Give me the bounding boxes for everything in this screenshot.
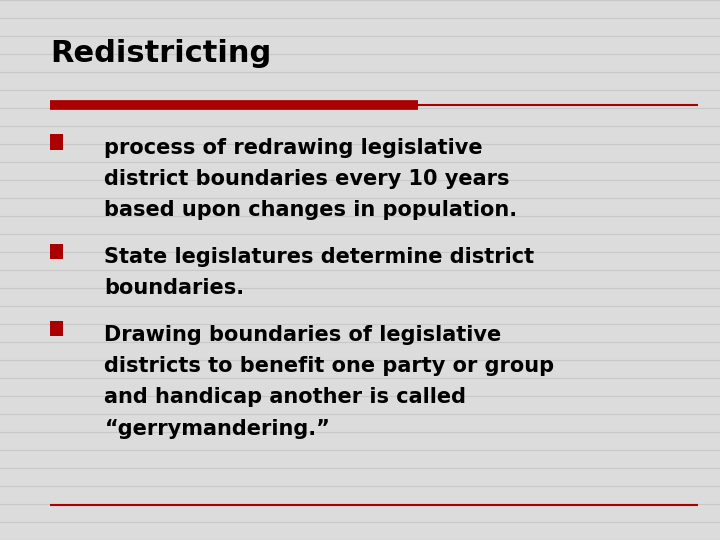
- Bar: [50, 244, 63, 259]
- Bar: [50, 134, 63, 150]
- Text: district boundaries every 10 years: district boundaries every 10 years: [104, 169, 510, 189]
- Text: State legislatures determine district: State legislatures determine district: [104, 247, 534, 267]
- Text: Redistricting: Redistricting: [50, 38, 271, 68]
- Text: boundaries.: boundaries.: [104, 278, 245, 298]
- Text: process of redrawing legislative: process of redrawing legislative: [104, 138, 483, 158]
- Text: based upon changes in population.: based upon changes in population.: [104, 200, 518, 220]
- Text: and handicap another is called: and handicap another is called: [104, 387, 467, 407]
- Text: districts to benefit one party or group: districts to benefit one party or group: [104, 356, 554, 376]
- Text: Drawing boundaries of legislative: Drawing boundaries of legislative: [104, 325, 502, 345]
- Text: “gerrymandering.”: “gerrymandering.”: [104, 418, 330, 438]
- Bar: [50, 321, 63, 336]
